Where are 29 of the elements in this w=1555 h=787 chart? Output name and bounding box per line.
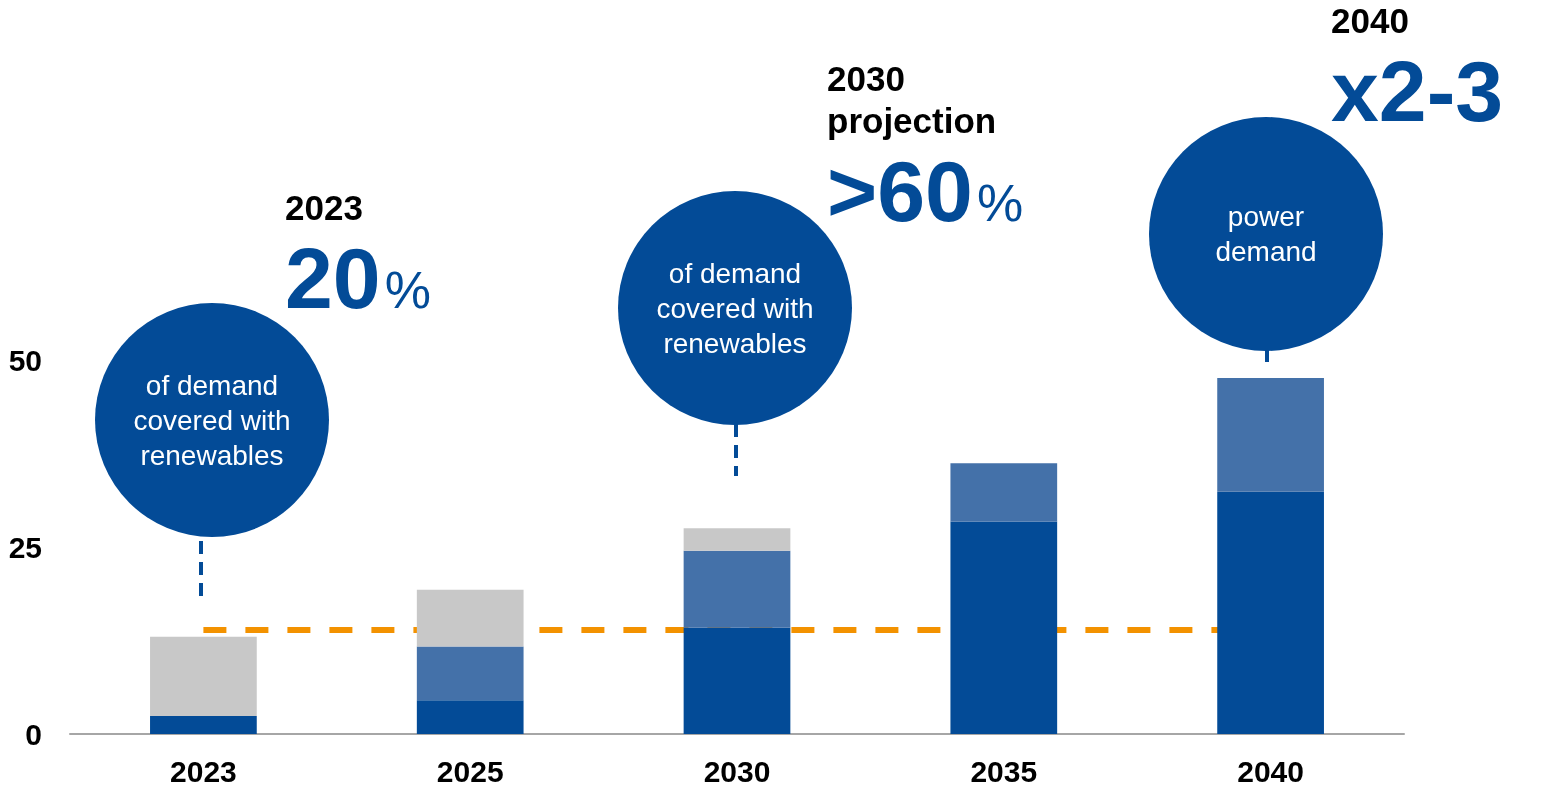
bar — [950, 521, 1058, 734]
x-tick-label: 2035 — [970, 754, 1038, 787]
text: of demand covered with renewables — [655, 256, 815, 361]
text: 2030 projection — [827, 58, 997, 142]
annotation: of demand covered with renewables — [132, 368, 292, 473]
x-tick-label: 2025 — [436, 754, 504, 787]
x-tick-label: 2040 — [1237, 754, 1304, 787]
text: >60% — [827, 143, 1024, 241]
bar — [683, 528, 791, 551]
bar — [1217, 491, 1324, 734]
bar — [1217, 377, 1324, 492]
text: 20% — [285, 230, 431, 328]
bar — [950, 463, 1058, 522]
text: power demand — [1214, 200, 1318, 269]
text: 2040 — [1331, 0, 1409, 42]
x-tick-label: 2023 — [170, 754, 237, 787]
bar — [150, 636, 257, 717]
y-tick-label: 0 — [25, 717, 42, 751]
bar — [150, 716, 257, 734]
bar — [416, 646, 524, 701]
bar — [683, 627, 791, 734]
bar — [416, 589, 524, 647]
y-tick-label: 50 — [8, 343, 42, 377]
bar — [416, 700, 524, 734]
text: 2023 — [285, 187, 363, 229]
text: x2-3 — [1331, 43, 1504, 139]
y-tick-label: 25 — [8, 530, 42, 564]
x-tick-label: 2030 — [703, 754, 771, 787]
bar — [683, 550, 791, 628]
